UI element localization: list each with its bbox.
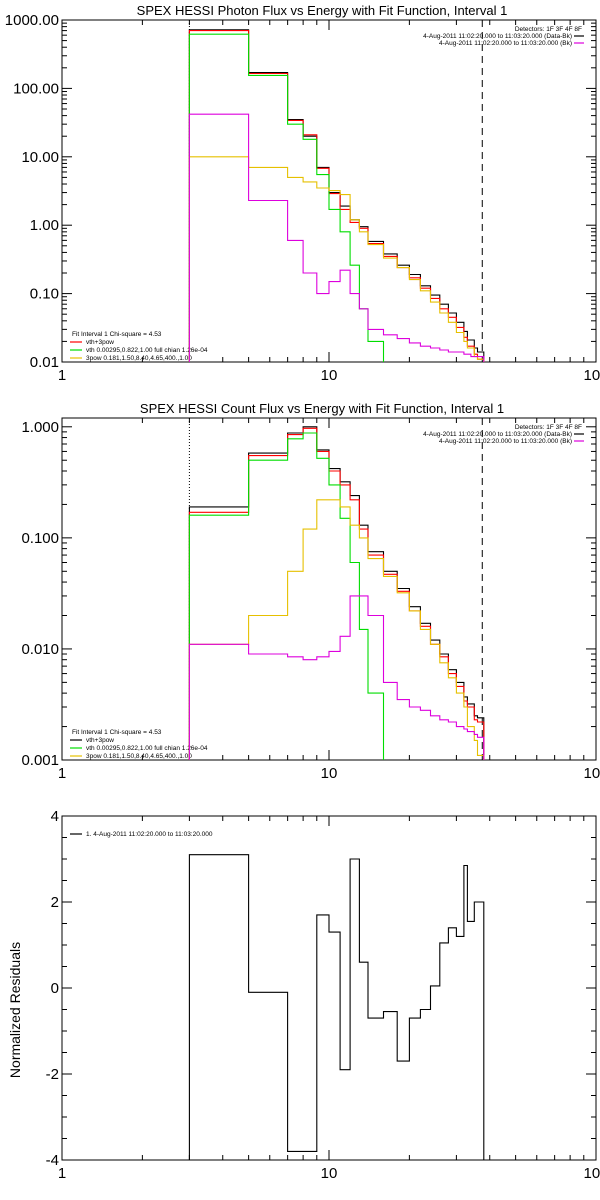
series-line-3pow <box>188 499 485 760</box>
y-tick-label: 1000.00 <box>5 12 59 29</box>
series-group <box>188 29 485 362</box>
photon-legend-total: vth+3pow <box>86 339 114 346</box>
y-axis: 0.001 0.010 0.100 1.000 <box>21 419 596 769</box>
series-group <box>188 426 485 760</box>
y-tick-label: 100.00 <box>13 80 59 97</box>
y-tick-label: 1.000 <box>21 419 59 436</box>
series-line-3pow <box>188 156 485 362</box>
x-tick-label: 1 <box>58 1165 66 1182</box>
photon-legend-data-bk: 4-Aug-2011 11:02:20.000 to 11:03:20.000 … <box>423 33 572 40</box>
x-tick-label: 10 <box>321 1165 338 1182</box>
y-tick-label: 4 <box>51 808 59 825</box>
x-tick-label: 100 <box>583 367 600 384</box>
x-tick-label: 1 <box>58 367 66 384</box>
y-tick-label: 10.00 <box>21 149 59 166</box>
photon-legend-detectors: Detectors: 1F 3F 4F 8F <box>515 26 582 33</box>
series-line-resid <box>188 854 485 1160</box>
count-legend-detectors: Detectors: 1F 3F 4F 8F <box>515 424 582 431</box>
y-tick-label: 0.10 <box>30 286 59 303</box>
count-legend-total: vth+3pow <box>86 737 114 744</box>
residuals-ylabel: Normalized Residuals <box>7 942 23 1078</box>
series-line-total <box>188 30 485 362</box>
y-tick-label: 0.100 <box>21 530 59 547</box>
photon-legend-vth: vth 0.00295,0.822,1.00 full chian 1.26e-… <box>86 347 208 354</box>
photon-legend-fit-interval: Fit Interval 1 Chi-square = 4.53 <box>72 331 162 338</box>
count-legend-data-bk: 4-Aug-2011 11:02:20.000 to 11:03:20.000 … <box>423 431 572 438</box>
photon-flux-title: SPEX HESSI Photon Flux vs Energy with Fi… <box>137 3 508 18</box>
x-tick-label: 100 <box>583 1165 600 1182</box>
residuals-legend: 1. 4-Aug-2011 11:02:20.000 to 11:03:20.0… <box>86 831 213 838</box>
series-line-bk <box>188 113 485 362</box>
x-tick-label: 100 <box>583 765 600 782</box>
count-legend-3pow: 3pow 0.181,1.50,8.40,4.65,400.,1.00 <box>86 753 192 760</box>
series-group <box>188 854 485 1160</box>
count-legend-bk: 4-Aug-2011 11:02:20.000 to 11:03:20.000 … <box>439 438 572 445</box>
count-legend-vth: vth 0.00295,0.822,1.00 full chian 1.26e-… <box>86 745 208 752</box>
residuals-panel: Normalized Residuals 1. 4-Aug-2011 11:02… <box>7 808 600 1182</box>
y-tick-label: 0.001 <box>21 752 59 769</box>
y-tick-label: 2 <box>51 894 59 911</box>
x-tick-label: 10 <box>321 367 338 384</box>
y-axis: -4 -2 0 2 4 <box>46 808 596 1169</box>
series-line-data <box>188 29 485 362</box>
photon-flux-panel: SPEX HESSI Photon Flux vs Energy with Fi… <box>5 3 600 384</box>
count-flux-title: SPEX HESSI Count Flux vs Energy with Fit… <box>140 401 504 416</box>
y-tick-label: -2 <box>46 1066 59 1083</box>
y-tick-label: 0 <box>51 980 59 997</box>
count-legend-fit-interval: Fit Interval 1 Chi-square = 4.53 <box>72 729 162 736</box>
series-line-total <box>188 427 485 760</box>
plot-frame <box>61 815 597 1161</box>
photon-legend-bk: 4-Aug-2011 11:02:20.000 to 11:03:20.000 … <box>439 40 572 47</box>
series-line-data <box>188 426 485 760</box>
y-axis: 0.01 0.10 1.00 10.00 100.00 1000.00 <box>5 12 596 371</box>
x-axis: 1 10 100 <box>58 816 600 1182</box>
x-axis: 1 10 100 <box>58 20 600 384</box>
x-tick-label: 10 <box>321 765 338 782</box>
x-tick-label: 1 <box>58 765 66 782</box>
y-tick-label: 0.01 <box>30 354 59 371</box>
photon-legend-3pow: 3pow 0.181,1.50,8.40,4.65,400.,1.00 <box>86 355 192 362</box>
y-tick-label: 1.00 <box>30 217 59 234</box>
y-tick-label: -4 <box>46 1152 59 1169</box>
y-tick-label: 0.010 <box>21 641 59 658</box>
series-line-vth <box>188 33 385 362</box>
count-flux-panel: SPEX HESSI Count Flux vs Energy with Fit… <box>21 401 600 782</box>
series-line-bk <box>188 595 485 760</box>
series-line-vth <box>188 432 385 760</box>
